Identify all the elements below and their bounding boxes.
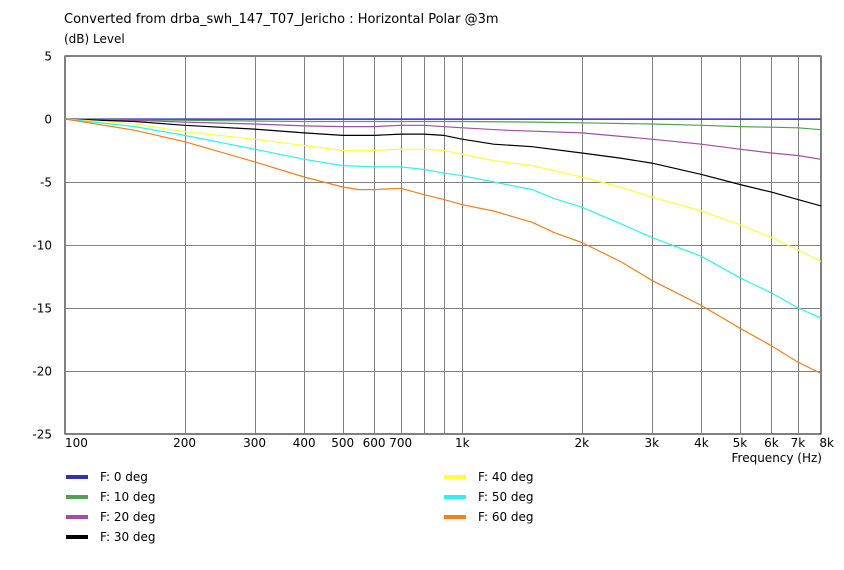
- legend-label-50deg: F: 50 deg: [478, 490, 534, 504]
- legend-label-0deg: F: 0 deg: [100, 470, 148, 484]
- y-tick-label: -20: [32, 365, 52, 379]
- legend-item-40deg: F: 40 deg: [444, 469, 534, 485]
- x-tick-labels: 100 200 300 400 500 600 700 1k 2k 3k 4k 5k 6k 7k 8k: [65, 436, 834, 450]
- legend-item-0deg: F: 0 deg: [66, 469, 148, 485]
- frequency-response-chart: 5 0 -5 -10 -15 -20 -25 100 200 300 400 500 600 700 1k…: [32, 50, 834, 451]
- y-tick-label: -25: [32, 428, 52, 442]
- y-tick-label: -15: [32, 302, 52, 316]
- legend-label-10deg: F: 10 deg: [100, 490, 156, 504]
- legend-swatch-0deg: [66, 475, 88, 479]
- y-tick-labels: 5 0 -5 -10 -15 -20 -25: [32, 50, 52, 442]
- x-tick-label: 1k: [455, 436, 470, 450]
- y-axis-label: (dB) Level: [64, 32, 125, 46]
- y-tick-label: -10: [32, 239, 52, 253]
- x-tick-label: 700: [389, 436, 412, 450]
- legend-label-20deg: F: 20 deg: [100, 510, 156, 524]
- x-tick-label: 200: [173, 436, 196, 450]
- series-line-10deg: [64, 118, 822, 131]
- legend-label-40deg: F: 40 deg: [478, 470, 534, 484]
- x-axis-label: Frequency (Hz): [731, 451, 823, 465]
- legend-label-60deg: F: 60 deg: [478, 510, 534, 524]
- legend-item-50deg: F: 50 deg: [444, 489, 534, 505]
- legend-item-20deg: F: 20 deg: [66, 509, 156, 525]
- legend-item-60deg: F: 60 deg: [444, 509, 534, 525]
- x-tick-label: 3k: [644, 436, 659, 450]
- series-line-30deg: [64, 118, 822, 207]
- x-tick-label: 8k: [819, 436, 834, 450]
- y-tick-label: -5: [40, 176, 52, 190]
- legend-label-30deg: F: 30 deg: [100, 530, 156, 544]
- x-tick-label: 2k: [575, 436, 590, 450]
- x-tick-label: 7k: [791, 436, 806, 450]
- legend-item-30deg: F: 30 deg: [66, 529, 156, 545]
- x-tick-label: 600: [363, 436, 386, 450]
- series-lines: [64, 118, 822, 375]
- x-tick-label: 6k: [764, 436, 779, 450]
- x-tick-label: 100: [65, 436, 88, 450]
- series-line-60deg: [64, 118, 822, 375]
- legend-item-10deg: F: 10 deg: [66, 489, 156, 505]
- y-tick-label: 5: [44, 50, 52, 64]
- legend-swatch-50deg: [444, 495, 466, 499]
- series-line-40deg: [64, 118, 822, 262]
- x-tick-label: 500: [331, 436, 354, 450]
- x-tick-label: 5k: [733, 436, 748, 450]
- legend-swatch-10deg: [66, 495, 88, 499]
- x-tick-label: 400: [293, 436, 316, 450]
- legend-swatch-60deg: [444, 515, 466, 519]
- legend-swatch-40deg: [444, 475, 466, 479]
- chart-title: Converted from drba_swh_147_T07_Jericho …: [64, 12, 499, 27]
- legend-swatch-20deg: [66, 515, 88, 519]
- series-line-20deg: [64, 118, 822, 160]
- x-tick-label: 300: [243, 436, 266, 450]
- legend-swatch-30deg: [66, 535, 88, 539]
- series-line-50deg: [64, 118, 822, 319]
- y-tick-label: 0: [44, 113, 52, 127]
- x-tick-label: 4k: [694, 436, 709, 450]
